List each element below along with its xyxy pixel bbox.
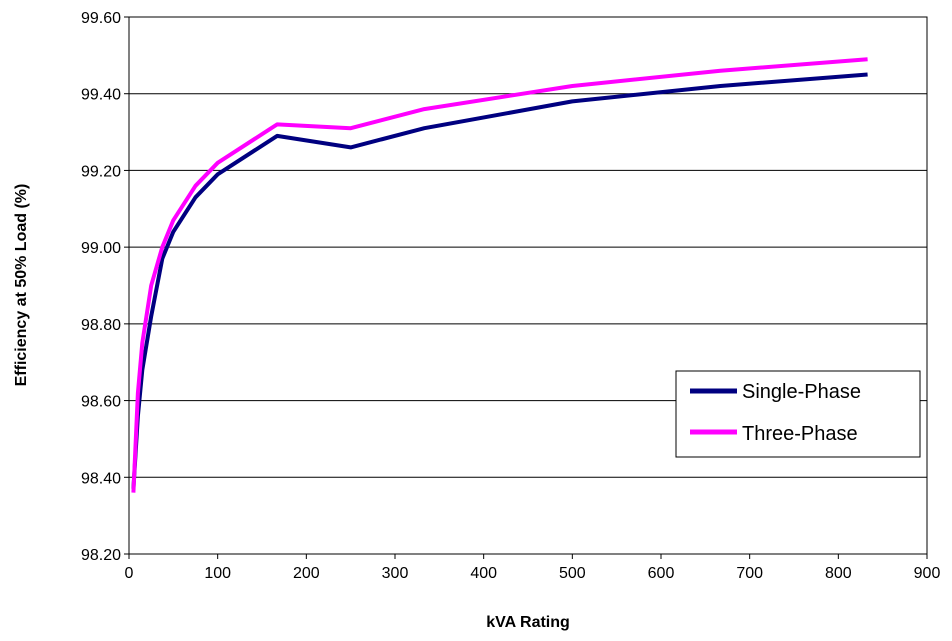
x-tick-label: 800 [825, 565, 852, 582]
y-tick-label: 98.80 [81, 317, 121, 334]
plot-area [128, 16, 928, 555]
x-tick-label: 600 [648, 565, 675, 582]
x-tick-label: 700 [736, 565, 763, 582]
legend-box [675, 370, 921, 458]
y-tick-label: 99.60 [81, 10, 121, 27]
x-axis-label: kVA Rating [486, 614, 570, 631]
y-axis-label: Efficiency at 50% Load (%) [13, 184, 30, 387]
legend-label-three-phase: Three-Phase [742, 423, 858, 445]
y-tick-label: 99.00 [81, 240, 121, 257]
series-lines [131, 57, 868, 493]
series-line-three-phase [131, 57, 868, 493]
x-tick-label: 0 [125, 565, 134, 582]
y-tick-label: 98.20 [81, 547, 121, 564]
x-tick-label: 400 [470, 565, 497, 582]
x-tick-label: 300 [382, 565, 409, 582]
y-tick-label: 99.40 [81, 87, 121, 104]
x-tick-label: 900 [914, 565, 941, 582]
series-line-single-phase [131, 72, 868, 489]
x-tick-label: 100 [204, 565, 231, 582]
x-tick-label: 200 [293, 565, 320, 582]
x-tick-label: 500 [559, 565, 586, 582]
y-tick-label: 98.40 [81, 470, 121, 487]
axis-ticks: 98.20 98.40 98.60 98.80 99.00 99.20 99.40 99.60… [81, 10, 940, 582]
y-tick-label: 99.20 [81, 163, 121, 180]
y-tick-label: 98.60 [81, 394, 121, 411]
legend: Single-Phase Three-Phase [675, 370, 921, 458]
legend-label-single-phase: Single-Phase [742, 381, 861, 403]
